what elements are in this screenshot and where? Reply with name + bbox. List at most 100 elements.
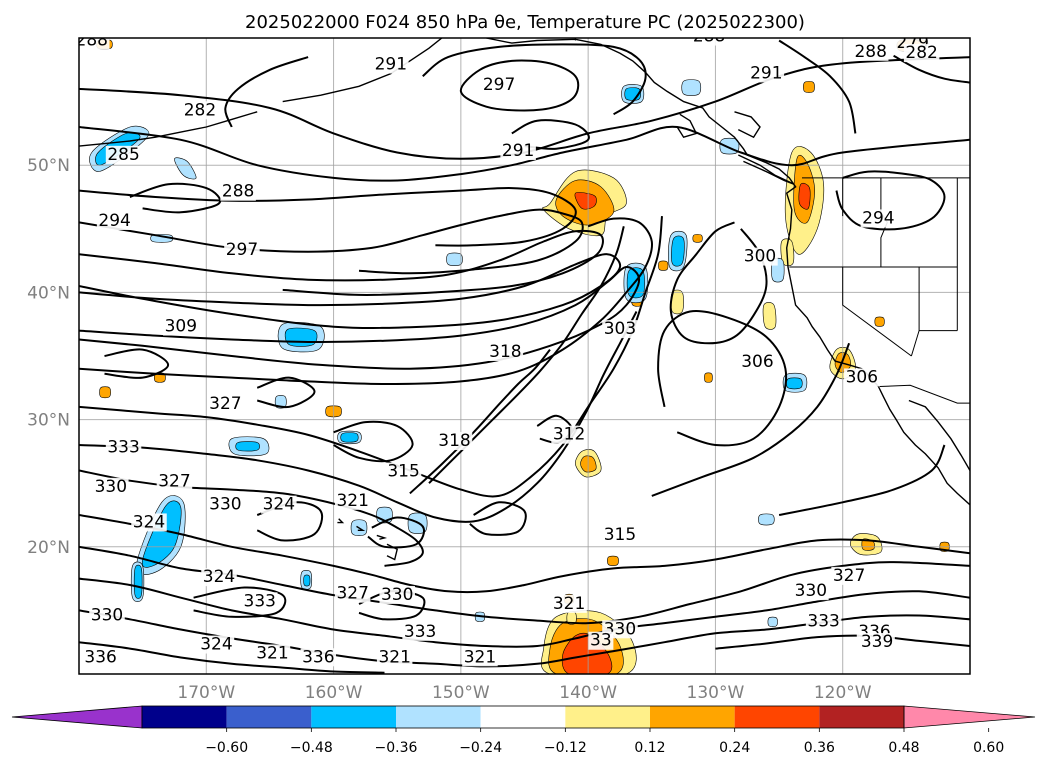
colorbar-tick-label: 0.36: [804, 740, 835, 756]
contour-line: [224, 56, 309, 128]
contour-line: [428, 226, 625, 484]
shaded-region-neg-mid: [235, 441, 260, 452]
contour-label-background: [742, 247, 778, 266]
contour-label-background: [300, 648, 337, 667]
contour-line: [79, 229, 604, 296]
shaded-region-pos-mid: [704, 372, 713, 383]
contour-label-background: [261, 495, 297, 514]
coastline: [738, 154, 795, 185]
colorbar-extend-high: [903, 705, 1036, 729]
contour-label: 321: [336, 491, 368, 511]
border-line: [842, 267, 912, 357]
coastline: [337, 518, 345, 524]
contour-label-background: [373, 55, 409, 74]
contour-label-background: [79, 38, 110, 50]
contour-label-background: [82, 648, 119, 667]
colorbar-segment: [565, 706, 650, 728]
contour-label: 300: [744, 247, 776, 267]
coastline: [908, 399, 970, 471]
contour-label: 294: [98, 211, 130, 231]
contour-label-background: [207, 395, 244, 414]
contour-label-background: [487, 343, 524, 361]
contour-label: 288: [693, 27, 725, 47]
contour-label: 324: [200, 635, 232, 655]
contour-label-background: [551, 594, 587, 613]
contour-label-background: [402, 622, 438, 641]
colorbar-tick-label: −0.24: [459, 740, 502, 756]
contour-label: 303: [604, 319, 636, 339]
contour-label-background: [376, 648, 413, 667]
contour-label-background: [844, 368, 880, 387]
shaded-region-neg-low: [681, 79, 702, 96]
contour-label: 321: [553, 594, 585, 614]
longitude-tick-label: 130°W: [687, 683, 745, 703]
coastline: [79, 111, 258, 147]
contour-line: [79, 577, 970, 648]
contour-line: [79, 253, 622, 329]
shaded-region-neg-mid: [786, 377, 803, 390]
contour-line: [409, 348, 551, 495]
latitude-tick-label: 30°N: [27, 411, 70, 431]
contour-line: [651, 342, 851, 497]
shaded-region-pos-mid: [658, 260, 669, 271]
contour-label: 288: [854, 42, 886, 62]
contour-label: 309: [165, 317, 197, 337]
contour-label: 324: [133, 512, 165, 532]
latitude-tick-label: 50°N: [27, 156, 70, 176]
shaded-region-pos-mid: [607, 555, 619, 566]
contour-line: [835, 170, 946, 231]
coastline: [734, 111, 761, 139]
latitude-tick-label: 40°N: [27, 283, 70, 303]
longitude-tick-label: 170°W: [177, 683, 235, 703]
contour-label: 333: [807, 612, 839, 632]
contour-label-background: [198, 635, 235, 654]
contour-label: 330: [381, 585, 413, 605]
colorbar-segment: [734, 706, 820, 728]
contour-line: [469, 501, 527, 536]
contour-label: 306: [741, 352, 773, 372]
colorbar-tick-label: 0.48: [888, 740, 919, 756]
contour-label: 282: [184, 100, 216, 120]
colorbar-segment: [819, 706, 904, 728]
contour-label: 324: [203, 567, 235, 587]
contour-label: 33: [590, 631, 612, 651]
colorbar-segment: [650, 706, 735, 728]
contour-label: 330: [209, 495, 241, 515]
contour-label-background: [860, 209, 897, 228]
contour-label-background: [805, 612, 842, 631]
colorbar-tick-label: −0.48: [290, 740, 333, 756]
colorbar-tick-label: −0.60: [205, 740, 248, 756]
shaded-region-neg-mid: [303, 574, 311, 587]
contour-label-background: [156, 472, 193, 491]
shaded-region-neg-low: [174, 157, 197, 180]
contour-label-background: [462, 648, 498, 667]
contour-label-background: [220, 182, 256, 201]
political-borders: [574, 38, 970, 404]
contour-label-background: [96, 211, 133, 230]
contour-label-background: [903, 44, 940, 63]
contour-line: [893, 54, 970, 84]
latitude-tick-label: 20°N: [27, 538, 70, 558]
shaded-region-pos-mid: [803, 81, 815, 93]
contour-label-background: [852, 42, 889, 61]
contour-label: 330: [795, 581, 827, 601]
contour-label: 333: [244, 591, 276, 611]
longitude-tick-label: 120°W: [814, 683, 872, 703]
contour-label: 339: [861, 632, 893, 652]
contour-label: 288: [76, 30, 108, 50]
figure-title: 2025022000 F024 850 hPa θe, Temperature …: [245, 12, 805, 33]
shaded-region-pos-low: [762, 302, 777, 330]
contour-label-background: [89, 606, 125, 625]
colorbar-segment: [226, 706, 312, 728]
coastline: [282, 38, 443, 103]
map-frame: [78, 37, 971, 675]
contour-label: 315: [604, 525, 636, 545]
contour-label: 291: [502, 141, 534, 161]
contour-label-background: [859, 633, 895, 652]
contour-line: [511, 119, 590, 150]
contour-line: [104, 348, 170, 379]
shaded-region-neg-mid: [340, 432, 359, 443]
contour-label: 327: [336, 584, 368, 604]
shaded-region-neg-mid: [284, 327, 318, 347]
colorbar-tick-label: 0.12: [634, 740, 665, 756]
